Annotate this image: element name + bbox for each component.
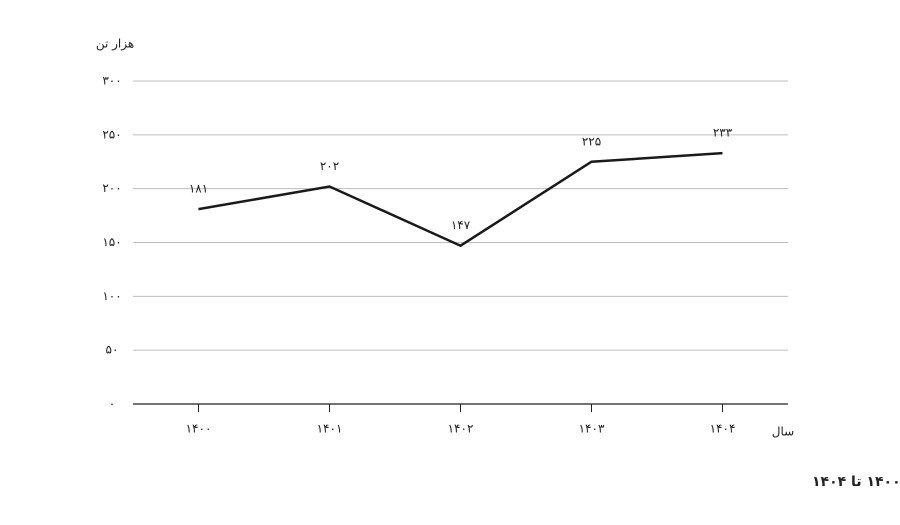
data-label: ۱۸۱	[189, 182, 208, 196]
y-tick-label: ۲۵۰	[102, 127, 121, 141]
chart-title: شکل ۱- روند تغییرات عرضه گوشت انواع طیور…	[812, 473, 900, 490]
data-label: ۲۰۲	[320, 159, 339, 173]
data-label: ۲۲۵	[582, 134, 601, 148]
y-tick-label: ۱۰۰	[102, 289, 121, 303]
y-tick-label: ۲۰۰	[102, 181, 121, 195]
y-tick-label: ۳۰۰	[102, 74, 121, 88]
y-tick-label: ۱۵۰	[102, 235, 121, 249]
y-tick-label: ۵۰	[106, 343, 119, 357]
x-axis-label: سال	[772, 425, 794, 439]
x-tick-label: ۱۴۰۳	[579, 422, 605, 436]
x-tick-label: ۱۴۰۲	[448, 422, 474, 436]
line	[198, 151, 723, 248]
data-label: ۲۳۳	[713, 126, 733, 140]
x-tick-label: ۱۴۰۴	[710, 422, 736, 436]
data-label: ۱۴۷	[451, 218, 471, 232]
x-tick-label: ۱۴۰۰	[186, 422, 212, 436]
y-axis-label: هزار تن	[96, 37, 134, 52]
x-tick-label: ۱۴۰۱	[317, 422, 343, 436]
y-tick-label: ۰	[109, 397, 115, 411]
